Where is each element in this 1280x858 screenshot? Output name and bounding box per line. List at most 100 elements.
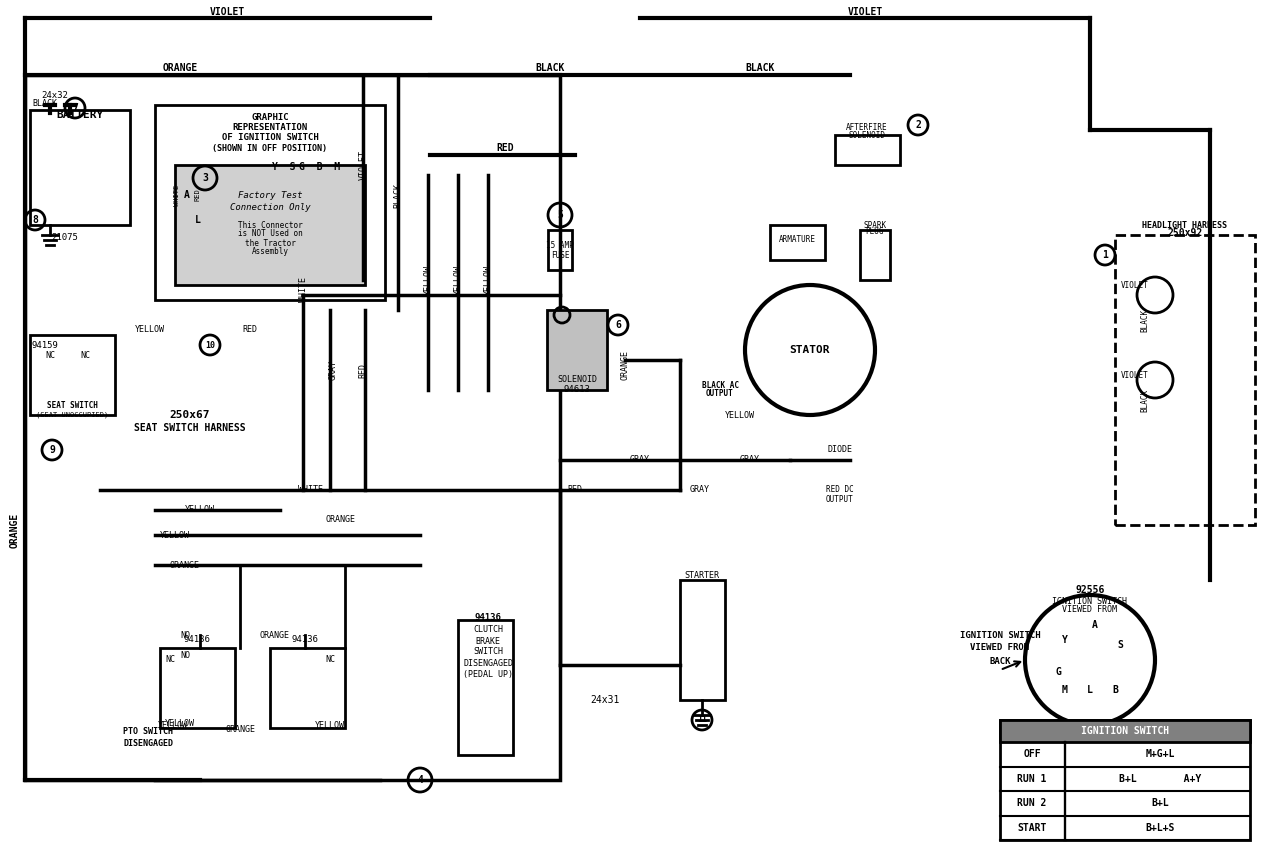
Text: G: G [1055, 667, 1061, 677]
Text: (PEDAL UP): (PEDAL UP) [463, 669, 513, 679]
Text: DIODE: DIODE [827, 445, 852, 455]
Text: YELLOW: YELLOW [160, 530, 189, 540]
Text: 2: 2 [915, 120, 920, 130]
Text: STATOR: STATOR [790, 345, 831, 355]
Bar [26, 75, 561, 780]
Text: M: M [1062, 685, 1068, 695]
Text: ORANGE: ORANGE [10, 512, 20, 547]
Text: BACK: BACK [989, 656, 1011, 666]
Text: YELLOW: YELLOW [315, 721, 346, 729]
Text: OF IGNITION SWITCH: OF IGNITION SWITCH [221, 134, 319, 142]
Text: YELLOW: YELLOW [453, 265, 462, 295]
Text: 94136: 94136 [292, 636, 319, 644]
Text: M+G+L: M+G+L [1146, 749, 1175, 759]
Text: SOLENOID: SOLENOID [849, 130, 886, 140]
Text: SEAT SWITCH: SEAT SWITCH [46, 401, 97, 409]
Text: NC: NC [325, 656, 335, 664]
Text: YELLOW: YELLOW [186, 505, 215, 515]
Text: ORANGE: ORANGE [325, 516, 355, 524]
Text: OUTPUT: OUTPUT [826, 496, 854, 505]
Text: BRAKE: BRAKE [475, 637, 500, 645]
Text: GRAY: GRAY [690, 486, 710, 494]
Text: VIOLET: VIOLET [1121, 371, 1149, 379]
Text: BLACK: BLACK [745, 63, 774, 73]
Bar [160, 648, 236, 728]
Text: REPRESENTATION: REPRESENTATION [233, 124, 307, 132]
Bar [29, 335, 115, 415]
Text: OFF: OFF [1023, 749, 1041, 759]
Text: START: START [1018, 823, 1047, 833]
Text: RUN 2: RUN 2 [1018, 798, 1047, 808]
Text: OUTPUT: OUTPUT [707, 389, 733, 397]
Bar [29, 110, 131, 225]
Bar [771, 225, 826, 260]
Text: B+L+S: B+L+S [1146, 823, 1175, 833]
Text: 94136: 94136 [475, 613, 502, 623]
Text: (SEAT UNOCCUPIED): (SEAT UNOCCUPIED) [36, 412, 108, 418]
Text: 24x32: 24x32 [41, 90, 68, 100]
Text: NC: NC [165, 656, 175, 664]
Text: FUSE: FUSE [550, 251, 570, 259]
Text: RED: RED [567, 486, 582, 494]
Text: IGNITION SWITCH: IGNITION SWITCH [1052, 597, 1128, 607]
Bar [1000, 720, 1251, 840]
Text: RED: RED [497, 143, 513, 153]
Text: 94159: 94159 [32, 341, 59, 349]
Text: 94613: 94613 [563, 385, 590, 395]
Text: A: A [184, 190, 189, 200]
Bar [458, 620, 513, 755]
Text: SPARK: SPARK [864, 221, 887, 229]
Text: IGNITION SWITCH: IGNITION SWITCH [1080, 726, 1169, 736]
Text: AFTERFIRE: AFTERFIRE [846, 123, 888, 131]
Text: Factory Test: Factory Test [238, 190, 302, 200]
Text: ORANGE: ORANGE [621, 350, 630, 380]
Text: GRAY: GRAY [740, 456, 760, 464]
Bar [835, 135, 900, 165]
Text: Y: Y [1062, 635, 1068, 645]
Bar [1000, 720, 1251, 742]
Text: 5: 5 [557, 210, 563, 220]
Text: IGNITION SWITCH: IGNITION SWITCH [960, 631, 1041, 639]
Text: 9: 9 [49, 445, 55, 455]
Bar [860, 230, 890, 280]
Text: VIOLET: VIOLET [1121, 281, 1149, 289]
Text: RED: RED [358, 362, 367, 378]
Text: ORANGE: ORANGE [163, 63, 197, 73]
Text: the Tractor: the Tractor [244, 239, 296, 247]
Text: YELLOW: YELLOW [165, 720, 195, 728]
Text: ARMATURE: ARMATURE [778, 235, 815, 245]
Bar [270, 648, 346, 728]
Text: SWITCH: SWITCH [474, 648, 503, 656]
Text: 4: 4 [417, 775, 422, 785]
Text: RED: RED [195, 189, 201, 202]
Text: YELLOW: YELLOW [157, 721, 188, 729]
Text: 15 AMP: 15 AMP [547, 240, 573, 250]
Text: BLACK: BLACK [1140, 389, 1149, 412]
Text: SEAT SWITCH HARNESS: SEAT SWITCH HARNESS [134, 423, 246, 433]
Text: L: L [1087, 685, 1093, 695]
Text: GRAY: GRAY [630, 456, 650, 464]
Text: VIOLET: VIOLET [358, 150, 367, 180]
Text: Y  S: Y S [273, 162, 296, 172]
Text: A: A [1092, 620, 1098, 630]
Text: BATTERY: BATTERY [56, 110, 104, 120]
Text: 6: 6 [616, 320, 621, 330]
Text: PTO SWITCH: PTO SWITCH [123, 728, 173, 736]
Text: VIOLET: VIOLET [847, 7, 883, 17]
Text: BLACK: BLACK [1140, 308, 1149, 331]
Text: This Connector: This Connector [238, 221, 302, 229]
Bar [1115, 235, 1254, 525]
Text: S: S [1117, 640, 1123, 650]
Text: 92556: 92556 [1075, 585, 1105, 595]
Text: GRAPHIC: GRAPHIC [251, 113, 289, 123]
Text: L: L [195, 215, 201, 225]
Text: BLACK: BLACK [393, 183, 402, 208]
Text: YELLOW: YELLOW [484, 265, 493, 295]
Text: NO: NO [180, 631, 189, 639]
Text: 10: 10 [205, 341, 215, 349]
Text: G  B  M: G B M [300, 162, 340, 172]
Text: 8: 8 [32, 215, 38, 225]
Text: is NOT Used on: is NOT Used on [238, 229, 302, 239]
Text: Assembly: Assembly [251, 247, 288, 257]
Bar [548, 230, 572, 270]
